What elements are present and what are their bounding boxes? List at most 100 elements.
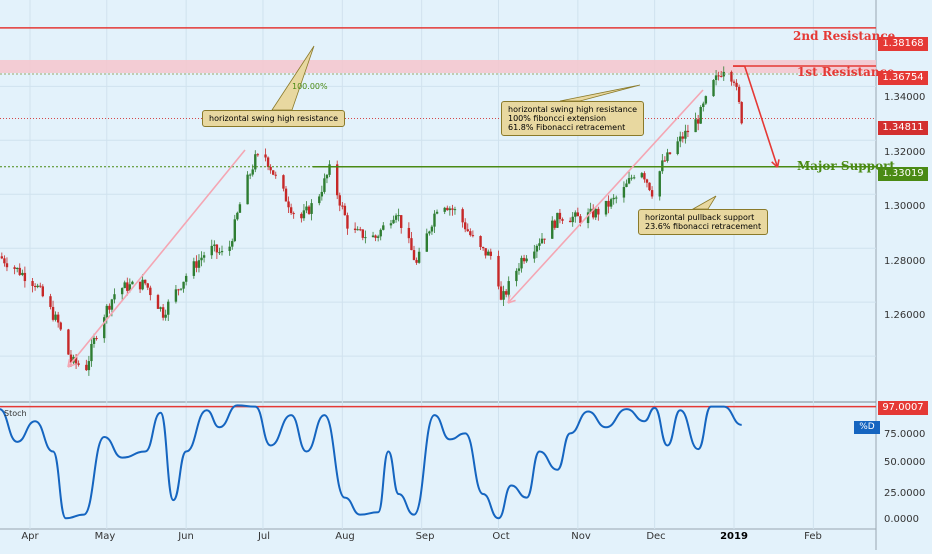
candle-body: [535, 245, 539, 252]
candle-body: [192, 261, 196, 276]
candle-body: [489, 251, 492, 256]
candle-body: [213, 244, 216, 246]
candle-body: [686, 130, 690, 133]
candle-body: [123, 282, 126, 289]
candle-body: [108, 305, 111, 310]
candle-body: [612, 197, 615, 200]
price-tick-label: 1.32000: [884, 147, 926, 158]
candle-body: [561, 219, 564, 221]
candle-body: [266, 157, 270, 167]
trend-arrow-head: [67, 358, 71, 368]
level-name-major-support: Major Support: [797, 159, 895, 173]
candle-body: [220, 250, 224, 253]
candle-body: [54, 314, 57, 320]
candle-body: [56, 314, 60, 323]
candle-body: [31, 281, 34, 286]
forecast-arrow-head: [776, 159, 780, 168]
candle-body: [338, 195, 341, 206]
candle-body: [361, 229, 364, 238]
candle-body: [579, 216, 582, 224]
candle-body: [87, 361, 91, 371]
candle-body: [179, 288, 183, 290]
candle-body: [392, 219, 395, 224]
trend-arrow: [67, 149, 246, 368]
resistance-zone: [0, 59, 876, 73]
candle-body: [18, 267, 21, 275]
candle-body: [126, 282, 129, 291]
candle-body: [231, 241, 234, 247]
candle-body: [435, 211, 439, 214]
candle-body: [499, 286, 503, 300]
x-tick-label: Jul: [257, 531, 271, 542]
candle-body: [666, 152, 669, 161]
trend-arrow-head: [507, 299, 516, 304]
candle-body: [407, 227, 411, 239]
candle-body: [714, 75, 718, 80]
trend-arrow-head: [67, 363, 76, 368]
candle-body: [184, 275, 188, 282]
candle-body: [289, 207, 293, 214]
price-tick-label: 1.28000: [884, 256, 926, 267]
candle-body: [648, 182, 651, 191]
candle-body: [394, 215, 398, 220]
candle-body: [694, 119, 697, 133]
candle-body: [292, 213, 295, 215]
candle-body: [3, 258, 6, 264]
candle-body: [684, 130, 687, 139]
candle-body: [556, 212, 559, 228]
x-tick-label: Nov: [571, 531, 591, 542]
candle-body: [149, 287, 152, 296]
candle-body: [481, 246, 485, 249]
candle-body: [59, 322, 62, 330]
candle-body: [538, 243, 541, 246]
candle-body: [597, 208, 600, 215]
candle-body: [625, 183, 628, 187]
candle-body: [717, 75, 720, 77]
candle-body: [382, 225, 385, 230]
candle-body: [33, 285, 37, 288]
candle-body: [197, 260, 201, 268]
candle-body: [400, 215, 403, 228]
candle-body: [95, 338, 98, 340]
candle-body: [305, 206, 308, 211]
candle-body: [113, 294, 116, 300]
candle-body: [49, 296, 52, 307]
x-tick-label: Jun: [178, 531, 194, 542]
forecast-arrow-head: [771, 161, 779, 168]
candle-body: [320, 191, 324, 197]
candle-body: [5, 263, 9, 268]
candle-body: [177, 289, 180, 291]
candle-body: [443, 207, 446, 212]
candle-body: [466, 229, 469, 232]
candle-body: [167, 301, 170, 315]
x-tick-label: Feb: [804, 531, 822, 542]
candle-body: [533, 251, 536, 259]
stoch-legend-badge: %D: [854, 421, 880, 434]
candle-body: [161, 307, 165, 318]
candle-body: [412, 250, 416, 260]
candle-body: [200, 257, 203, 261]
candle-body: [233, 219, 236, 242]
candle-body: [156, 295, 160, 309]
price-tick-label: 1.30000: [884, 201, 926, 212]
price-tick-label: 1.26000: [884, 310, 926, 321]
candle-body: [704, 96, 708, 104]
candle-body: [141, 279, 144, 290]
level-name-2nd-resistance: 2nd Resistance: [793, 29, 896, 43]
candle-body: [215, 244, 219, 253]
candle-body: [284, 188, 288, 202]
candle-body: [471, 235, 475, 237]
stoch-tick-label: 75.0000: [884, 429, 926, 440]
candle-body: [251, 169, 254, 175]
candle-body: [159, 307, 162, 309]
candle-body: [202, 255, 206, 258]
candle-body: [571, 216, 574, 223]
candle-body: [679, 136, 682, 142]
candle-body: [448, 208, 452, 211]
level-name-1st-resistance: 1st Resistance: [797, 65, 895, 79]
forecast-arrow: [743, 65, 779, 168]
stoch-tick-label: 0.0000: [884, 514, 919, 525]
annotation-callout: horizontal swing high resistance 100% fi…: [501, 101, 645, 136]
